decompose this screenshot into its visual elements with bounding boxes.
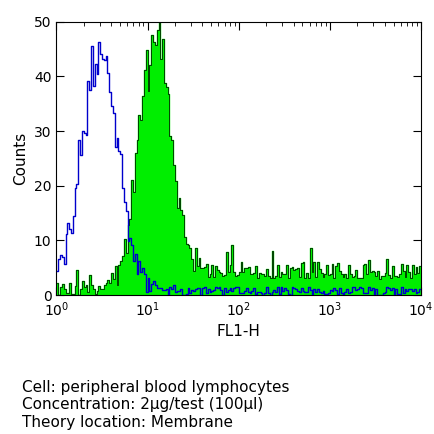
Y-axis label: Counts: Counts [13,132,28,185]
X-axis label: FL1-H: FL1-H [217,324,261,339]
Text: Cell: peripheral blood lymphocytes
Concentration: 2μg/test (100μl)
Theory locati: Cell: peripheral blood lymphocytes Conce… [22,380,289,430]
